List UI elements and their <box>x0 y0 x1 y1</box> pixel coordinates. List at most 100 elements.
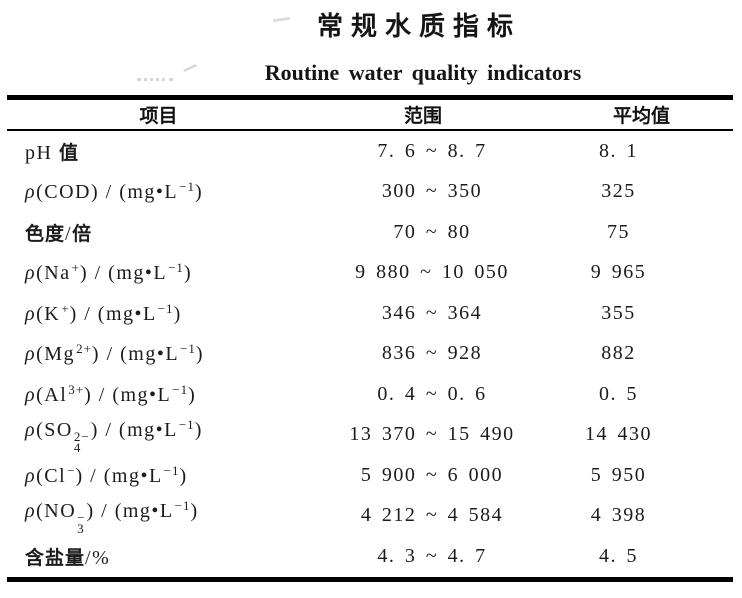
range-cell: 70 ~ 80 <box>393 220 471 243</box>
item-text-part: ) / (mg•L <box>79 262 168 285</box>
table-row: ρ(Cl−) / (mg•L−1) 5 900 ~ 6 000 5 950 <box>7 455 733 496</box>
item-cell: ρ(Na+) / (mg•L−1) <box>7 260 340 285</box>
item-text-part: (Cl <box>36 464 67 487</box>
item-text-part: (Na <box>36 262 71 285</box>
range-cell: 5 900 ~ 6 000 <box>360 463 504 486</box>
bottom-rule <box>7 576 733 582</box>
item-text-part: (Al <box>36 383 68 406</box>
range-cell: 4. 3 ~ 4. 7 <box>377 544 487 567</box>
item-text-part: ) <box>173 302 182 325</box>
table-row: ρ(Mg2+) / (mg•L−1) 836 ~ 928 882 <box>7 334 733 375</box>
item-text-part: 2+ <box>76 341 92 357</box>
average-cell: 9 965 <box>590 261 647 284</box>
item-text-part: −1 <box>178 416 195 432</box>
range-cell: 4 212 ~ 4 584 <box>360 504 504 527</box>
column-header-average: 平均值 <box>612 106 670 127</box>
water-quality-table: 项目 范围 平均值 pH 值 7. 6 ~ 8. 7 8. 1 ρ(COD) / (m… <box>7 95 733 582</box>
item-text-part: ρ <box>25 181 37 204</box>
item-text-part: − <box>67 462 76 478</box>
column-header-range: 范围 <box>403 106 442 127</box>
item-cell: ρ(Al3+) / (mg•L−1) <box>7 382 340 407</box>
table-row: 含盐量/% 4. 3 ~ 4. 7 4. 5 <box>7 536 733 577</box>
item-cell: ρ(COD) / (mg•L−1) <box>7 179 340 204</box>
stack-subscript: 4 <box>73 439 82 455</box>
table-row: ρ(SO 2− 4) / (mg•L−1) 13 370 ~ 15 490 14 430 <box>7 415 733 456</box>
item-text-part: (NO <box>36 499 77 522</box>
item-text-part: 色度 <box>25 223 66 245</box>
stack-superscript: − <box>77 509 86 525</box>
table-title-zh: 常规水质指标 <box>316 11 521 41</box>
item-text-part: ρ <box>25 343 37 366</box>
item-text-part: (K <box>36 302 61 325</box>
item-text-part: ρ <box>25 464 37 487</box>
item-text-part: ) <box>183 262 193 285</box>
column-header-item: 项目 <box>139 106 178 127</box>
table-row: pH 值 7. 6 ~ 8. 7 8. 1 <box>7 131 733 172</box>
item-cell: 色度/倍 <box>7 219 340 246</box>
average-cell: 14 430 <box>585 423 652 446</box>
table-row: 色度/倍 70 ~ 80 75 <box>7 212 733 253</box>
item-cell: ρ(K+) / (mg•L−1) <box>7 301 340 326</box>
range-cell: 7. 6 ~ 8. 7 <box>377 139 487 162</box>
item-cell: ρ(SO 2− 4) / (mg•L−1) <box>7 416 340 455</box>
item-text-part: 含盐量 <box>25 547 86 569</box>
average-cell: 8. 1 <box>599 139 638 162</box>
item-cell: pH 值 <box>7 138 340 165</box>
range-cell: 13 370 ~ 15 490 <box>349 423 515 446</box>
item-text-part: / <box>65 222 73 245</box>
item-text-part: ) / (mg•L <box>90 418 178 441</box>
item-text-part: −1 <box>179 179 195 195</box>
table-row: ρ(K+) / (mg•L−1) 346 ~ 364 355 <box>7 293 733 334</box>
item-text-part: ρ <box>25 499 37 522</box>
stack-subscript: 3 <box>77 520 85 536</box>
range-cell: 0. 4 ~ 0. 6 <box>377 382 487 405</box>
item-text-part: ) <box>194 418 203 441</box>
average-cell: 882 <box>601 342 636 365</box>
table-header-row: 项目 范围 平均值 <box>7 100 733 129</box>
item-text-part: + <box>61 300 70 316</box>
table-row: ρ(NO −3) / (mg•L−1) 4 212 ~ 4 584 4 398 <box>7 496 733 537</box>
average-cell: 355 <box>601 301 636 324</box>
table-row: ρ(Al3+) / (mg•L−1) 0. 4 ~ 0. 6 0. 5 <box>7 374 733 415</box>
average-cell: 4. 5 <box>599 544 638 567</box>
item-text-part: ρ <box>25 262 37 285</box>
table-title-en: Routine water quality indicators <box>264 60 582 85</box>
range-cell: 836 ~ 928 <box>381 342 483 365</box>
item-text-part: 3+ <box>68 381 85 397</box>
item-text-part: −1 <box>180 341 196 357</box>
item-text-part: ) <box>190 499 199 522</box>
item-text-part: ρ <box>25 418 37 441</box>
table-row: ρ(Na+) / (mg•L−1) 9 880 ~ 10 050 9 965 <box>7 253 733 294</box>
item-cell: ρ(NO −3) / (mg•L−1) <box>7 497 340 536</box>
range-cell: 346 ~ 364 <box>381 301 483 324</box>
table-row: ρ(COD) / (mg•L−1) 300 ~ 350 325 <box>7 172 733 213</box>
item-text-part: + <box>71 260 80 276</box>
average-cell: 75 <box>607 220 630 243</box>
table-body: pH 值 7. 6 ~ 8. 7 8. 1 ρ(COD) / (mg•L−1) 300 … <box>7 131 733 577</box>
range-cell: 300 ~ 350 <box>381 180 483 203</box>
item-text-part: (COD) / (mg•L <box>36 181 179 204</box>
average-cell: 0. 5 <box>599 382 638 405</box>
item-text-part: ) / (mg•L <box>75 464 163 487</box>
average-cell: 325 <box>601 180 636 203</box>
item-text-part: pH <box>25 141 59 164</box>
item-text-part: ) <box>188 383 197 406</box>
item-text-part: ) / (mg•L <box>84 383 172 406</box>
item-text-part: ) <box>195 181 204 204</box>
item-text-part: ρ <box>25 302 37 325</box>
sub-sup-stack: 2− 4 <box>73 428 90 455</box>
item-text-part: ) <box>179 464 188 487</box>
item-cell: ρ(Mg2+) / (mg•L−1) <box>7 341 340 366</box>
item-cell: 含盐量/% <box>7 543 340 570</box>
sub-sup-stack: −3 <box>77 509 86 536</box>
item-text-part: −1 <box>174 497 191 513</box>
item-text-part: ρ <box>25 383 37 406</box>
stack-superscript: 2− <box>73 428 90 444</box>
item-text-part: −1 <box>168 260 184 276</box>
item-text-part: −1 <box>172 381 189 397</box>
average-cell: 4 398 <box>590 504 647 527</box>
header-rule <box>7 129 733 131</box>
average-cell: 5 950 <box>590 463 647 486</box>
item-text-part: −1 <box>163 462 180 478</box>
